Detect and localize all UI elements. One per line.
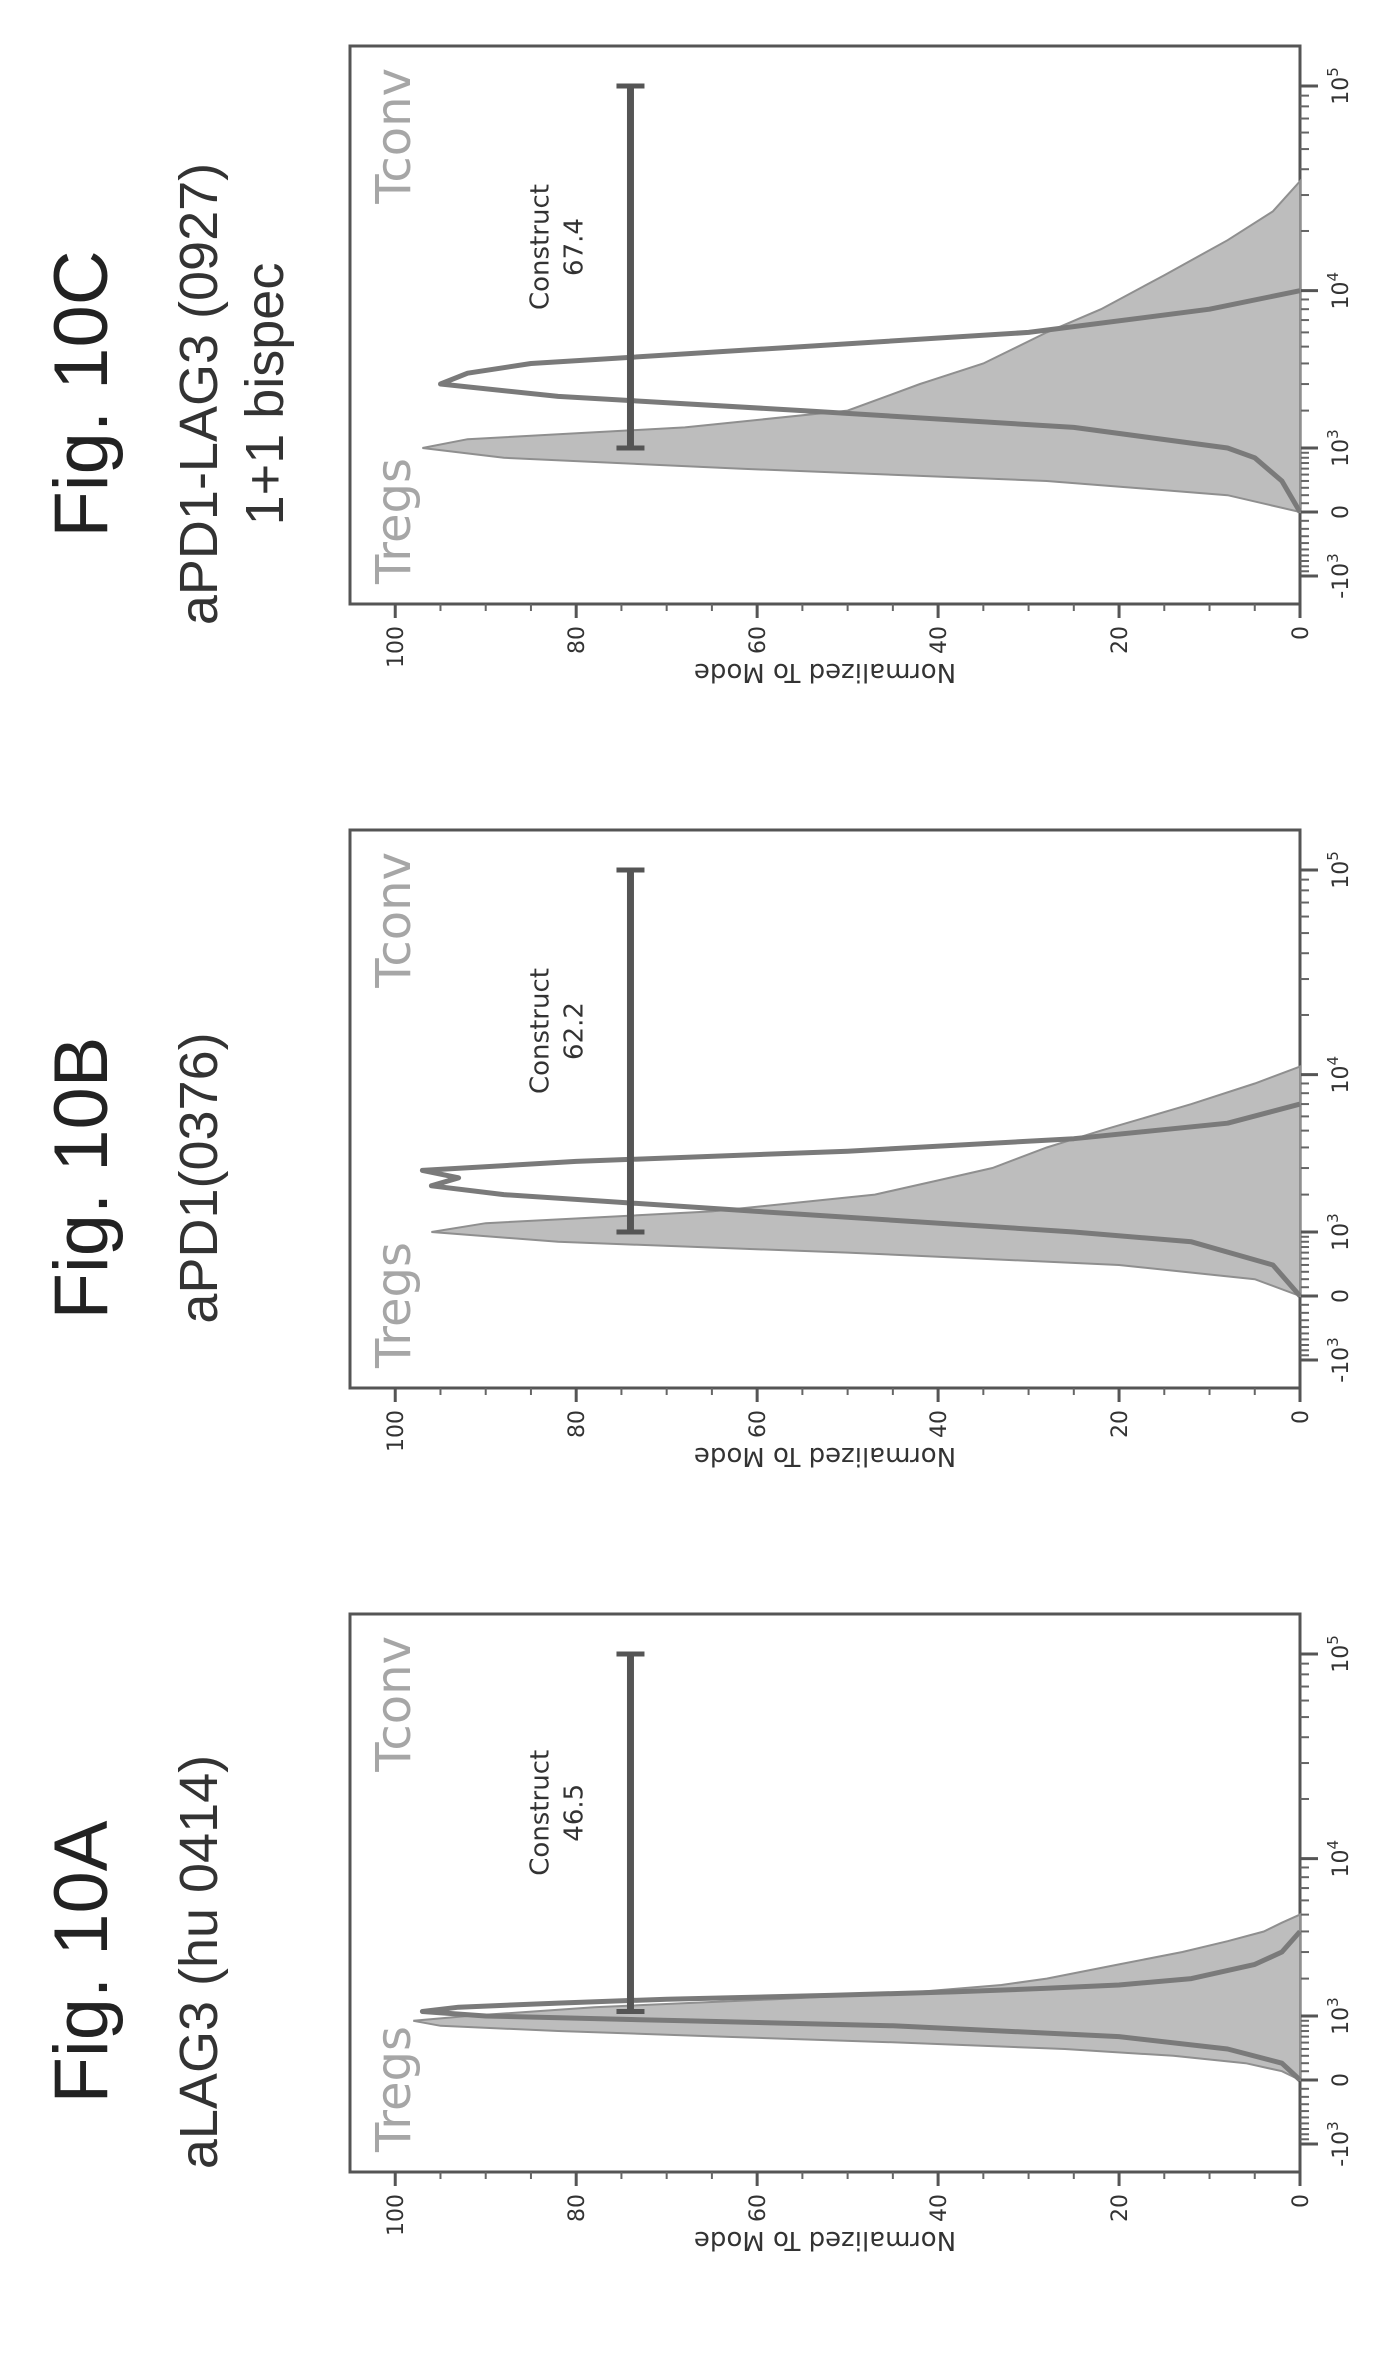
x-tick-label: 104 bbox=[1324, 1840, 1354, 1878]
x-tick-label: 105 bbox=[1324, 1635, 1354, 1673]
y-tick-label: 0 bbox=[1289, 626, 1314, 640]
y-tick-label: 40 bbox=[927, 2194, 952, 2222]
series-tconv-line bbox=[419, 1101, 1302, 1298]
legend-tregs: Tregs bbox=[366, 458, 422, 585]
y-tick-label: 100 bbox=[384, 1410, 409, 1452]
panel-10c: Fig. 10C aPD1-LAG3 (0927) 1+1 bispec 0 20… bbox=[0, 2, 1391, 786]
y-axis-label: Normalized To Mode bbox=[694, 1441, 956, 1471]
y-tick-label: 20 bbox=[1108, 1410, 1133, 1438]
gate-value: 67.4 bbox=[559, 218, 589, 276]
histogram-plot-10a: 0 20 40 60 80 100 Normalized To Mode -103 0 103 10… bbox=[348, 1612, 1354, 2255]
x-tick-label: 0 bbox=[1329, 505, 1354, 519]
y-axis-label: Normalized To Mode bbox=[694, 657, 956, 687]
plot-frame bbox=[348, 828, 1302, 1390]
x-tick-label: 103 bbox=[1324, 429, 1354, 467]
x-tick-label: -103 bbox=[1324, 1337, 1354, 1382]
y-tick-label: 80 bbox=[565, 626, 590, 654]
gate-value: 62.2 bbox=[559, 1002, 589, 1060]
y-tick-label: 40 bbox=[927, 1410, 952, 1438]
x-tick-label: 104 bbox=[1324, 1056, 1354, 1094]
gate-label: Construct bbox=[525, 1750, 555, 1876]
y-tick-label: 80 bbox=[565, 1410, 590, 1438]
y-tick-label: 100 bbox=[384, 2194, 409, 2236]
panel-10b: Fig. 10B aPD1(0376) 0 20 40 60 80 100 Normaliz… bbox=[0, 786, 1391, 1570]
x-tick-label: -103 bbox=[1324, 553, 1354, 598]
y-tick-label: 0 bbox=[1289, 1410, 1314, 1424]
plot-frame bbox=[348, 1612, 1302, 2174]
x-tick-label: 0 bbox=[1329, 1289, 1354, 1303]
legend-tconv: Tconv bbox=[366, 1636, 422, 1773]
x-tick-label: 104 bbox=[1324, 272, 1354, 310]
gate-value: 46.5 bbox=[559, 1784, 589, 1842]
legend-tconv: Tconv bbox=[366, 852, 422, 989]
series-tconv-line bbox=[438, 288, 1303, 514]
series-tregs-area bbox=[413, 1913, 1301, 2082]
histogram-plot-10b: 0 20 40 60 80 100 Normalized To Mode -103 0 103 10… bbox=[348, 828, 1354, 1471]
y-tick-label: 80 bbox=[565, 2194, 590, 2222]
y-tick-label: 60 bbox=[746, 2194, 771, 2222]
y-tick-label: 20 bbox=[1108, 2194, 1133, 2222]
x-tick-label: 0 bbox=[1329, 2073, 1354, 2087]
series-tregs-area bbox=[431, 1065, 1301, 1298]
gate-label: Construct bbox=[525, 184, 555, 310]
y-tick-label: 0 bbox=[1289, 2194, 1314, 2208]
legend-tregs: Tregs bbox=[366, 2026, 422, 2153]
series-tconv-line bbox=[419, 1929, 1302, 2082]
x-tick-label: 103 bbox=[1324, 1213, 1354, 1251]
x-tick-label: 105 bbox=[1324, 851, 1354, 889]
x-tick-label: 103 bbox=[1324, 1997, 1354, 2035]
y-tick-label: 40 bbox=[927, 626, 952, 654]
legend-tconv: Tconv bbox=[366, 68, 422, 205]
y-tick-label: 60 bbox=[746, 626, 771, 654]
legend-tregs: Tregs bbox=[366, 1242, 422, 1369]
x-tick-label: 105 bbox=[1324, 67, 1354, 105]
histogram-plot-10c: 0 20 40 60 80 100 Normalized To Mode -103 0 103 10… bbox=[348, 44, 1354, 687]
y-axis-label: Normalized To Mode bbox=[694, 2225, 956, 2255]
y-tick-label: 20 bbox=[1108, 626, 1133, 654]
panel-10a: Fig. 10A aLAG3 (hu 0414) 0 20 40 60 80 100 Nor… bbox=[0, 1570, 1391, 2354]
gate-label: Construct bbox=[525, 968, 555, 1094]
x-tick-label: -103 bbox=[1324, 2121, 1354, 2166]
y-tick-label: 60 bbox=[746, 1410, 771, 1438]
y-tick-label: 100 bbox=[384, 626, 409, 668]
